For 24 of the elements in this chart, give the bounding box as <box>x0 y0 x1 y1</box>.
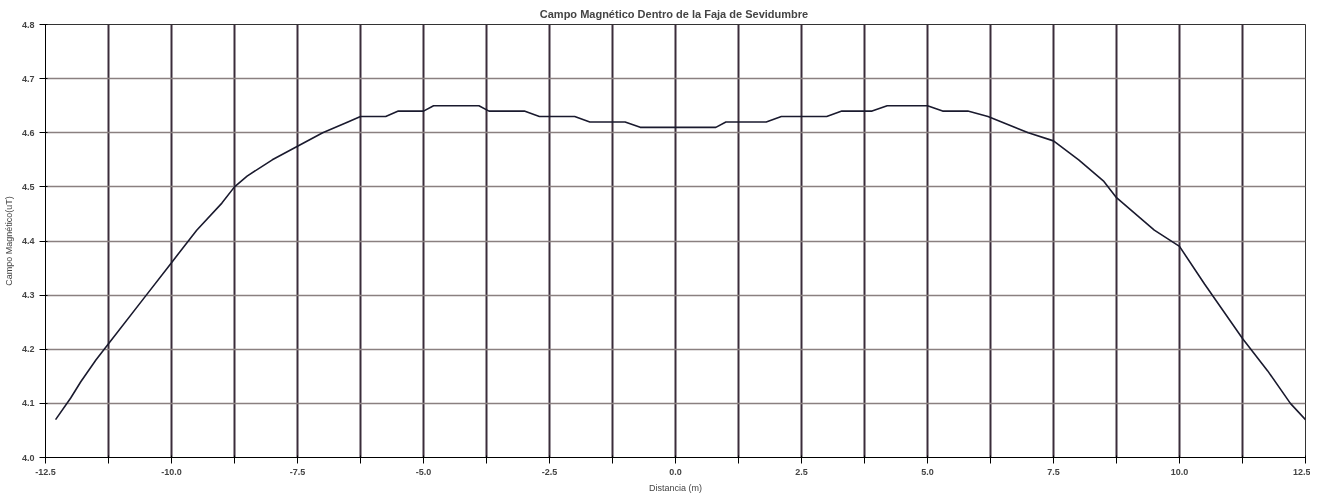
x-tick-label: 2.5 <box>795 466 808 477</box>
chart-title: Campo Magnético Dentro de la Faja de Sevidumbre <box>539 7 809 20</box>
line-series <box>54 104 1306 421</box>
y-tick-label: 4.0 <box>21 452 35 463</box>
y-tick-label: 4.6 <box>21 127 35 138</box>
y-axis-title: Campo Magnético(uT) <box>3 196 14 286</box>
x-tick-label: 12.5 <box>1292 466 1311 477</box>
y-tick-label: 4.1 <box>21 398 35 409</box>
y-tick-label: 4.3 <box>21 290 35 301</box>
x-tick-label: 0.0 <box>669 466 682 477</box>
y-tick-label: 4.5 <box>21 181 35 192</box>
x-tick-label: 10.0 <box>1170 466 1189 477</box>
y-tick-label: 4.2 <box>21 344 35 355</box>
x-tick-label: 5.0 <box>921 466 934 477</box>
x-tick-label: -2.5 <box>541 466 558 477</box>
x-axis-title: Distancia (m) <box>649 482 703 493</box>
y-tick-label: 4.8 <box>21 19 35 30</box>
y-tick-label: 4.7 <box>21 73 35 84</box>
x-tick-label: -7.5 <box>289 466 306 477</box>
x-tick-label: -12.5 <box>35 466 56 477</box>
x-tick-label: 7.5 <box>1047 466 1060 477</box>
y-tick-label: 4.4 <box>21 236 35 246</box>
x-tick-label: -5.0 <box>415 466 432 477</box>
x-tick-label: -10.0 <box>161 466 182 477</box>
